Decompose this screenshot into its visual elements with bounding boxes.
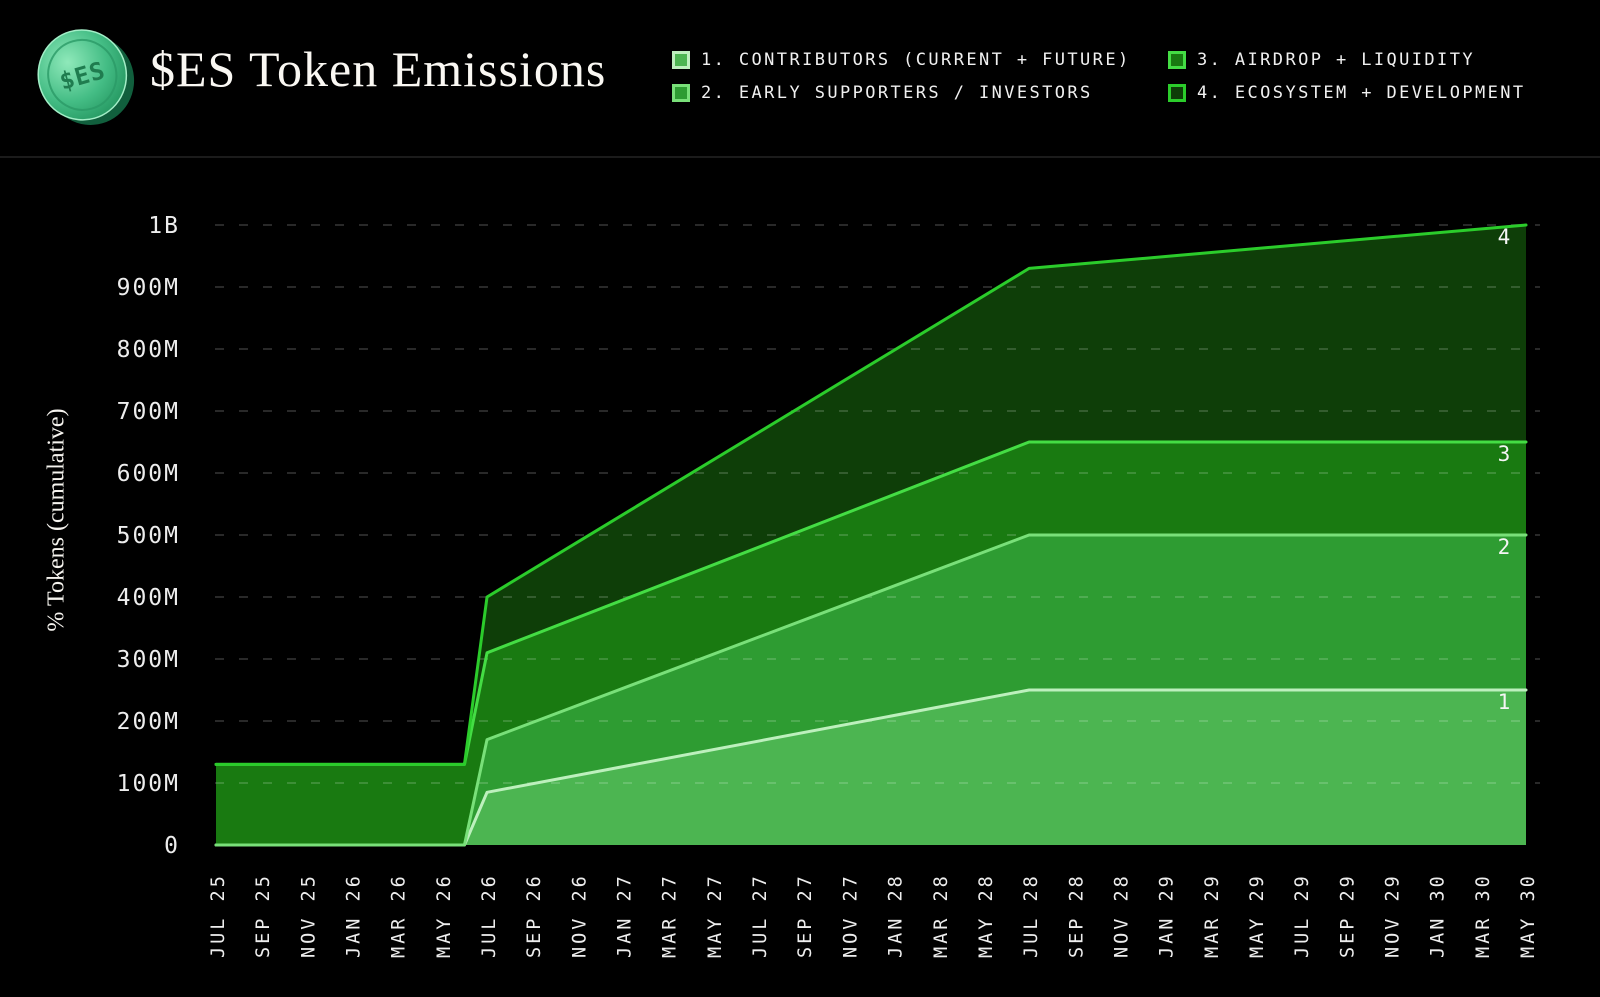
x-tick-19: SEP 28 [1066, 873, 1087, 958]
x-tick-17: MAY 28 [976, 873, 997, 958]
legend-item-contributors: 1. CONTRIBUTORS (CURRENT + FUTURE) [672, 50, 1131, 70]
y-axis-title: % Tokens (cumulative) [43, 408, 70, 632]
area-label-4: 4 [1498, 225, 1511, 249]
y-tick-900M: 900M [117, 275, 180, 301]
area-series-1 [216, 690, 1526, 845]
x-tick-10: MAR 27 [660, 873, 681, 958]
x-tick-11: MAY 27 [705, 873, 726, 958]
chart-legend-column-2: 3. AIRDROP + LIQUIDITY 4. ECOSYSTEM + DE… [1168, 50, 1526, 103]
x-tick-6: JUL 26 [479, 873, 500, 958]
legend-swatch-airdrop-liquidity [1168, 51, 1186, 69]
legend-label-contributors: 1. CONTRIBUTORS (CURRENT + FUTURE) [701, 50, 1131, 70]
x-tick-14: NOV 27 [840, 873, 861, 958]
coin-graphic: $ES [37, 29, 135, 125]
x-tick-21: JAN 29 [1157, 873, 1178, 958]
page-title: $ES Token Emissions [150, 41, 607, 97]
header-divider [0, 156, 1600, 158]
x-tick-22: MAR 29 [1202, 873, 1223, 958]
legend-item-ecosystem-development: 4. ECOSYSTEM + DEVELOPMENT [1168, 83, 1526, 103]
y-tick-400M: 400M [117, 585, 180, 611]
legend-label-airdrop-liquidity: 3. AIRDROP + LIQUIDITY [1197, 50, 1475, 70]
x-tick-3: JAN 26 [344, 873, 365, 958]
x-tick-5: MAY 26 [434, 873, 455, 958]
x-tick-4: MAR 26 [389, 873, 410, 958]
legend-label-early-supporters: 2. EARLY SUPPORTERS / INVESTORS [701, 83, 1093, 103]
legend-item-early-supporters: 2. EARLY SUPPORTERS / INVESTORS [672, 83, 1131, 103]
x-tick-25: SEP 29 [1337, 873, 1358, 958]
legend-swatch-early-supporters [672, 84, 690, 102]
chart-legend-column-1: 1. CONTRIBUTORS (CURRENT + FUTURE) 2. EA… [672, 50, 1131, 103]
area-label-1: 1 [1498, 690, 1511, 714]
x-tick-8: NOV 26 [569, 873, 590, 958]
x-tick-15: JAN 28 [886, 873, 907, 958]
x-tick-23: MAY 29 [1247, 873, 1268, 958]
line-series-4 [214, 223, 1528, 766]
coin-logo-icon: $ES [37, 29, 135, 125]
y-tick-0: 0 [164, 833, 180, 859]
area-number-labels: 1 2 3 4 [1498, 225, 1511, 714]
y-tick-800M: 800M [117, 337, 180, 363]
area-label-3: 3 [1498, 442, 1511, 466]
x-axis-labels: JUL 25 SEP 25 NOV 25 JAN 26 MAR 26 MAY 26 JUL … [208, 873, 1539, 958]
series-lines [214, 223, 1528, 847]
x-tick-16: MAR 28 [931, 873, 952, 958]
y-tick-600M: 600M [117, 461, 180, 487]
gridlines [215, 224, 1540, 784]
y-tick-500M: 500M [117, 523, 180, 549]
x-tick-13: SEP 27 [795, 873, 816, 958]
y-tick-700M: 700M [117, 399, 180, 425]
x-tick-24: JUL 29 [1292, 873, 1313, 958]
x-tick-28: MAR 30 [1473, 873, 1494, 958]
y-axis-labels: 1B 900M 800M 700M 600M 500M 400M 300M 200M 100M 0 [117, 213, 180, 859]
x-tick-2: NOV 25 [298, 873, 319, 958]
x-tick-26: NOV 29 [1382, 873, 1403, 958]
legend-swatch-ecosystem-development [1168, 84, 1186, 102]
x-tick-7: SEP 26 [524, 873, 545, 958]
x-tick-9: JAN 27 [615, 873, 636, 958]
x-tick-0: JUL 25 [208, 873, 229, 958]
legend-label-ecosystem-development: 4. ECOSYSTEM + DEVELOPMENT [1197, 83, 1526, 103]
y-tick-200M: 200M [117, 709, 180, 735]
area-label-2: 2 [1498, 535, 1511, 559]
y-tick-1B: 1B [148, 213, 180, 239]
header: $ES $ES Token Emissions 1. CONTRIBUTORS … [0, 0, 1600, 158]
y-tick-100M: 100M [117, 771, 180, 797]
x-tick-1: SEP 25 [253, 873, 274, 958]
x-tick-27: JAN 30 [1428, 873, 1449, 958]
line-series-2 [214, 533, 1528, 847]
legend-swatch-contributors [672, 51, 690, 69]
x-tick-12: JUL 27 [750, 873, 771, 958]
x-tick-29: MAY 30 [1518, 873, 1539, 958]
legend-item-airdrop-liquidity: 3. AIRDROP + LIQUIDITY [1168, 50, 1526, 70]
x-tick-20: NOV 28 [1111, 873, 1132, 958]
y-tick-300M: 300M [117, 647, 180, 673]
x-tick-18: JUL 28 [1021, 873, 1042, 958]
